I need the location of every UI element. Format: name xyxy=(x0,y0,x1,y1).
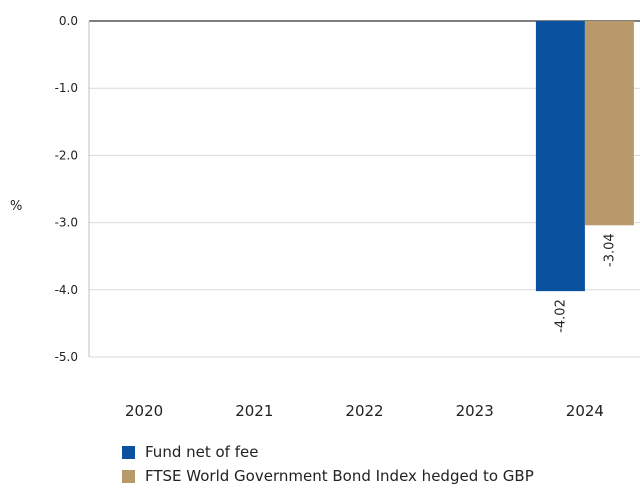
legend-label-index: FTSE World Government Bond Index hedged … xyxy=(145,467,534,485)
legend-swatch-fund xyxy=(122,445,135,459)
bar xyxy=(535,21,585,292)
bars xyxy=(535,21,634,292)
legend-label-fund: Fund net of fee xyxy=(145,443,259,461)
x-category-label: 2022 xyxy=(345,402,383,420)
data-label: -3.04 xyxy=(602,233,617,267)
x-category-label: 2023 xyxy=(456,402,494,420)
data-labels: -4.02 -3.04 xyxy=(553,233,617,332)
y-tick-label: 0.0 xyxy=(59,14,78,28)
x-category-label: 2024 xyxy=(566,402,604,420)
y-axis-label: % xyxy=(10,199,22,214)
x-category-label: 2021 xyxy=(235,402,273,420)
y-tick-label: -2.0 xyxy=(55,148,78,162)
y-tick-label: -1.0 xyxy=(55,81,78,95)
legend-item-index: FTSE World Government Bond Index hedged … xyxy=(122,464,534,488)
y-tick-label: -3.0 xyxy=(55,216,78,230)
legend: Fund net of fee FTSE World Government Bo… xyxy=(122,440,534,488)
legend-item-fund: Fund net of fee xyxy=(122,440,534,464)
x-axis-categories: 2020 2021 2022 2023 2024 xyxy=(125,402,604,420)
y-tick-label: -5.0 xyxy=(55,350,78,364)
y-tick-label: -4.0 xyxy=(55,283,78,297)
data-label: -4.02 xyxy=(553,299,568,333)
legend-swatch-index xyxy=(122,469,135,483)
x-category-label: 2020 xyxy=(125,402,163,420)
bar xyxy=(584,21,634,226)
y-axis-ticks: 0.0 -1.0 -2.0 -3.0 -4.0 -5.0 xyxy=(55,14,78,364)
